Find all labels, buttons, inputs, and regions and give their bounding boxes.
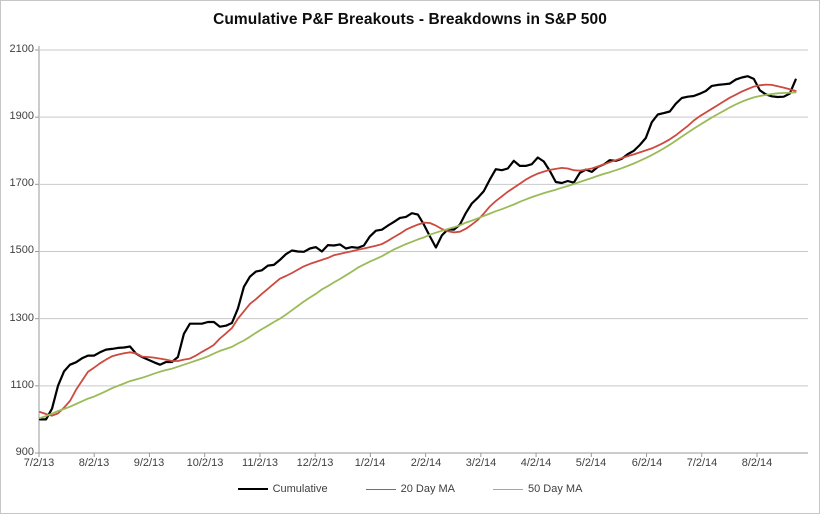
x-tick-label: 8/2/13 xyxy=(78,457,110,469)
x-tick-label: 11/2/13 xyxy=(242,457,278,469)
y-tick-label: 2100 xyxy=(9,43,34,55)
y-tick-label: 1100 xyxy=(10,379,34,391)
legend-label: 50 Day MA xyxy=(528,483,583,495)
legend-item-20-day-ma: 20 Day MA xyxy=(365,483,456,495)
x-tick-label: 2/2/14 xyxy=(410,457,442,469)
x-tick-label: 10/2/13 xyxy=(186,457,224,469)
legend-item-50-day-ma: 50 Day MA xyxy=(493,483,582,495)
y-tick-label: 1300 xyxy=(9,312,34,324)
y-tick-label: 1500 xyxy=(9,244,34,256)
legend-label: Cumulative xyxy=(272,483,328,495)
50-day-ma-line xyxy=(39,91,797,420)
x-tick-label: 4/2/14 xyxy=(520,457,552,469)
chart-title: Cumulative P&F Breakouts - Breakdowns in… xyxy=(213,11,607,28)
50-day-ma-line-swatch xyxy=(493,488,524,490)
20-day-ma-line xyxy=(39,83,797,417)
cumulative-line-swatch xyxy=(237,488,268,490)
20-day-ma-line-swatch xyxy=(365,488,396,490)
x-tick-label: 12/2/13 xyxy=(296,457,334,469)
x-tick-label: 7/2/13 xyxy=(23,457,55,469)
x-tick-label: 3/2/14 xyxy=(465,457,497,469)
x-tick-label: 8/2/14 xyxy=(741,457,773,469)
x-tick-label: 9/2/13 xyxy=(133,457,165,469)
x-tick-label: 5/2/14 xyxy=(575,457,607,469)
legend: Cumulative 20 Day MA 50 Day MA xyxy=(0,483,820,495)
legend-label: 20 Day MA xyxy=(400,483,456,495)
legend-item-cumulative: Cumulative xyxy=(237,483,328,495)
x-tick-label: 7/2/14 xyxy=(686,457,718,469)
y-tick-label: 1700 xyxy=(9,177,34,189)
x-tick-label: 1/2/14 xyxy=(354,457,386,469)
y-tick-label: 900 xyxy=(15,446,34,458)
y-tick-label: 1900 xyxy=(9,110,34,122)
x-tick-label: 6/2/14 xyxy=(631,457,663,469)
cumulative-line xyxy=(38,75,797,421)
